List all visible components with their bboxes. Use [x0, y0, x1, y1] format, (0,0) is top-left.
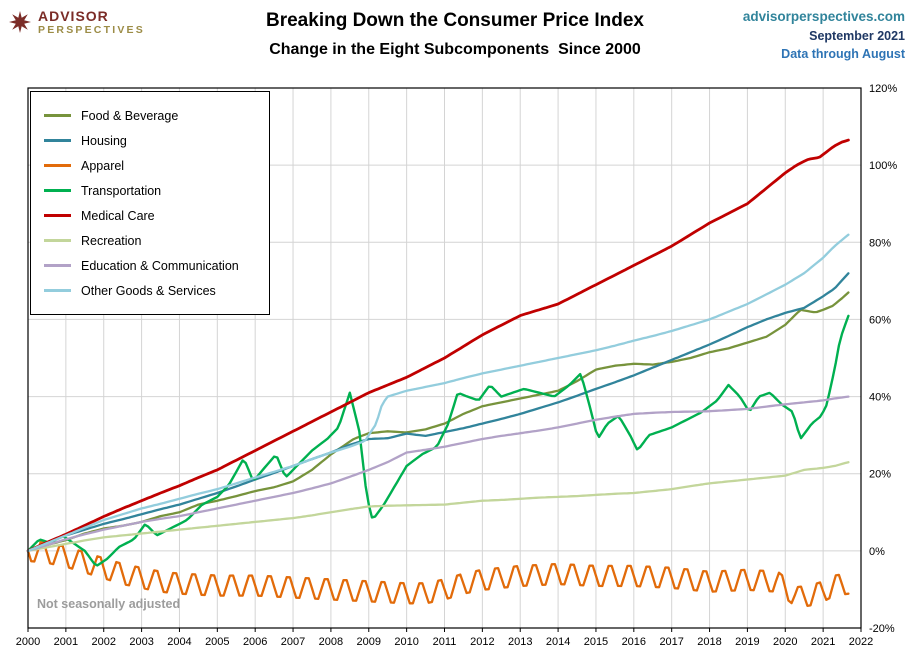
source-block: advisorperspectives.com September 2021 D… [743, 7, 905, 63]
page-title: Breaking Down the Consumer Price Index [266, 10, 644, 31]
legend-swatch [44, 214, 71, 217]
x-tick-label: 2002 [91, 636, 115, 648]
y-tick-label: -20% [869, 623, 895, 635]
legend-item-transportation: Transportation [44, 178, 256, 203]
x-tick-label: 2008 [319, 636, 343, 648]
x-tick-label: 2001 [54, 636, 78, 648]
x-tick-label: 2009 [357, 636, 381, 648]
legend-item-medical-care: Medical Care [44, 203, 256, 228]
series-line-apparel [26, 540, 850, 607]
logo-text: ADVISOR PERSPECTIVES [38, 9, 145, 36]
series-line-recreation [26, 461, 850, 553]
legend-label: Housing [81, 133, 127, 148]
not-seasonally-adjusted-note: Not seasonally adjusted [37, 597, 181, 611]
legend-swatch [44, 139, 71, 142]
legend-label: Food & Beverage [81, 108, 179, 123]
legend-item-recreation: Recreation [44, 228, 256, 253]
x-tick-label: 2010 [394, 636, 418, 648]
legend-swatch [44, 114, 71, 117]
x-tick-label: 2018 [697, 636, 721, 648]
x-tick-label: 2004 [167, 636, 191, 648]
y-tick-label: 80% [869, 237, 891, 249]
legend-swatch [44, 189, 71, 192]
x-tick-label: 2017 [659, 636, 683, 648]
advisor-perspectives-logo: ADVISOR PERSPECTIVES [8, 9, 145, 36]
legend-label: Recreation [81, 233, 142, 248]
legend-item-food-beverage: Food & Beverage [44, 103, 256, 128]
x-tick-label: 2013 [508, 636, 532, 648]
x-tick-label: 2000 [16, 636, 40, 648]
series-line-housing [26, 272, 850, 553]
y-tick-label: 60% [869, 314, 891, 326]
x-tick-label: 2021 [811, 636, 835, 648]
legend-label: Education & Communication [81, 258, 239, 273]
legend-swatch [44, 264, 71, 267]
y-tick-label: 20% [869, 469, 891, 481]
series-line-education-communication [26, 395, 850, 553]
x-tick-label: 2019 [735, 636, 759, 648]
legend-item-other-goods-services: Other Goods & Services [44, 278, 256, 303]
data-through-label: Data through August [781, 46, 905, 61]
legend-label: Transportation [81, 183, 162, 198]
chart-header: Breaking Down the Consumer Price Index C… [150, 10, 760, 59]
legend-swatch [44, 239, 71, 242]
logo-line2: PERSPECTIVES [38, 23, 145, 36]
source-link[interactable]: advisorperspectives.com [742, 9, 905, 24]
x-tick-label: 2005 [205, 636, 229, 648]
y-tick-label: 0% [869, 546, 885, 558]
x-tick-label: 2014 [546, 636, 570, 648]
x-tick-label: 2022 [849, 636, 873, 648]
report-date: September 2021 [809, 28, 905, 43]
legend-label: Other Goods & Services [81, 283, 216, 298]
x-tick-label: 2016 [622, 636, 646, 648]
series-line-medical-care [26, 138, 850, 553]
legend-item-apparel: Apparel [44, 153, 256, 178]
y-tick-label: 40% [869, 392, 891, 404]
legend-swatch [44, 164, 71, 167]
y-tick-label: 100% [869, 160, 897, 172]
x-tick-label: 2015 [584, 636, 608, 648]
chart-legend: Food & Beverage Housing Apparel Transportat… [30, 91, 270, 315]
series-line-other-goods-services [26, 233, 850, 553]
x-tick-label: 2011 [433, 636, 457, 648]
x-tick-label: 2003 [129, 636, 153, 648]
legend-item-education-communication: Education & Communication [44, 253, 256, 278]
x-tick-label: 2006 [243, 636, 267, 648]
page-subtitle: Change in the Eight Subcomponents Since … [269, 41, 641, 58]
legend-swatch [44, 289, 71, 292]
compass-star-icon [9, 11, 31, 34]
legend-label: Medical Care [81, 208, 155, 223]
x-tick-label: 2020 [773, 636, 797, 648]
logo-line1: ADVISOR [38, 8, 109, 24]
legend-label: Apparel [81, 158, 125, 173]
x-tick-label: 2007 [281, 636, 305, 648]
legend-item-housing: Housing [44, 128, 256, 153]
y-tick-label: 120% [869, 83, 897, 95]
series-line-food-beverage [26, 291, 850, 553]
x-tick-label: 2012 [470, 636, 494, 648]
